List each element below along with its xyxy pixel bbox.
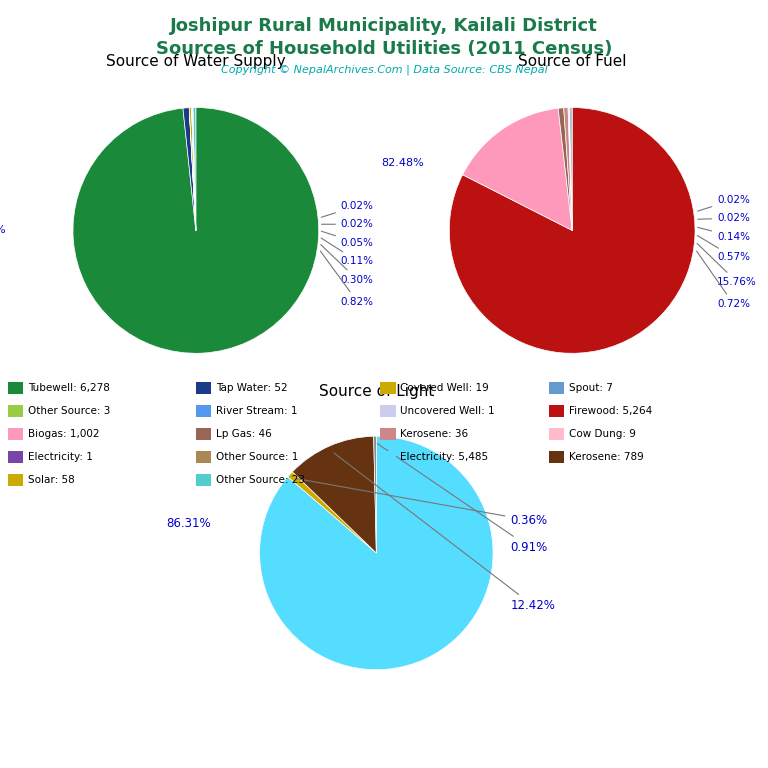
Text: 0.02%: 0.02%: [697, 194, 750, 211]
Wedge shape: [569, 108, 572, 230]
Text: Kerosene: 36: Kerosene: 36: [400, 429, 468, 439]
Text: 12.42%: 12.42%: [334, 453, 555, 612]
Text: Joshipur Rural Municipality, Kailali District
Sources of Household Utilities (20: Joshipur Rural Municipality, Kailali Dis…: [156, 17, 612, 58]
Text: 0.57%: 0.57%: [697, 236, 750, 263]
Wedge shape: [374, 436, 376, 553]
Text: 0.91%: 0.91%: [377, 444, 548, 554]
Wedge shape: [569, 108, 572, 230]
Text: 0.05%: 0.05%: [321, 231, 374, 248]
Text: 15.76%: 15.76%: [697, 243, 757, 287]
Text: Other Source: 3: Other Source: 3: [28, 406, 110, 416]
Wedge shape: [193, 108, 196, 230]
Wedge shape: [192, 108, 196, 230]
Text: 86.31%: 86.31%: [166, 518, 210, 530]
Text: Electricity: 5,485: Electricity: 5,485: [400, 452, 488, 462]
Wedge shape: [569, 108, 572, 230]
Wedge shape: [193, 108, 196, 230]
Text: River Stream: 1: River Stream: 1: [216, 406, 297, 416]
Text: Spout: 7: Spout: 7: [569, 382, 613, 393]
Text: 0.36%: 0.36%: [297, 478, 548, 527]
Text: 0.72%: 0.72%: [697, 251, 750, 310]
Wedge shape: [190, 108, 196, 230]
Text: Electricity: 1: Electricity: 1: [28, 452, 92, 462]
Text: Kerosene: 789: Kerosene: 789: [569, 452, 644, 462]
Text: Biogas: 1,002: Biogas: 1,002: [28, 429, 99, 439]
Text: Other Source: 23: Other Source: 23: [216, 475, 305, 485]
Wedge shape: [293, 436, 376, 553]
Wedge shape: [568, 108, 572, 230]
Wedge shape: [183, 108, 196, 230]
Title: Source of Water Supply: Source of Water Supply: [106, 54, 286, 68]
Wedge shape: [193, 108, 196, 230]
Title: Source of Light: Source of Light: [319, 384, 434, 399]
Text: Tap Water: 52: Tap Water: 52: [216, 382, 287, 393]
Wedge shape: [449, 108, 695, 353]
Text: 0.02%: 0.02%: [698, 213, 750, 223]
Text: 0.11%: 0.11%: [321, 238, 374, 266]
Text: Copyright © NepalArchives.Com | Data Source: CBS Nepal: Copyright © NepalArchives.Com | Data Sou…: [220, 65, 548, 75]
Text: 98.32%: 98.32%: [0, 225, 5, 236]
Text: Covered Well: 19: Covered Well: 19: [400, 382, 489, 393]
Text: Solar: 58: Solar: 58: [28, 475, 74, 485]
Text: Firewood: 5,264: Firewood: 5,264: [569, 406, 652, 416]
Text: Other Source: 1: Other Source: 1: [216, 452, 298, 462]
Wedge shape: [189, 108, 196, 230]
Wedge shape: [288, 472, 376, 553]
Text: Tubewell: 6,278: Tubewell: 6,278: [28, 382, 110, 393]
Title: Source of Fuel: Source of Fuel: [518, 54, 627, 68]
Wedge shape: [260, 436, 493, 670]
Wedge shape: [564, 108, 572, 230]
Text: 0.14%: 0.14%: [698, 227, 750, 242]
Wedge shape: [191, 108, 196, 230]
Text: Cow Dung: 9: Cow Dung: 9: [569, 429, 636, 439]
Text: 0.02%: 0.02%: [322, 219, 374, 230]
Wedge shape: [462, 108, 572, 230]
Text: Uncovered Well: 1: Uncovered Well: 1: [400, 406, 495, 416]
Text: 0.82%: 0.82%: [320, 251, 374, 306]
Text: Lp Gas: 46: Lp Gas: 46: [216, 429, 272, 439]
Wedge shape: [558, 108, 572, 230]
Text: 0.02%: 0.02%: [321, 200, 374, 217]
Wedge shape: [73, 108, 319, 353]
Text: 0.30%: 0.30%: [321, 245, 374, 285]
Text: 82.48%: 82.48%: [382, 157, 425, 168]
